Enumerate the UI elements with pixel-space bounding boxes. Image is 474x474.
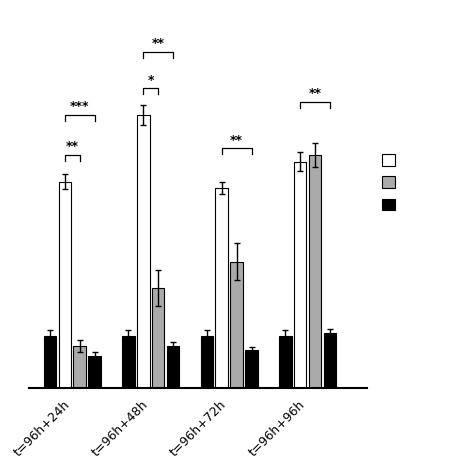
Text: **: ** bbox=[66, 140, 79, 153]
Bar bbox=[137, 115, 149, 388]
Bar bbox=[294, 162, 307, 388]
Bar bbox=[216, 188, 228, 388]
Bar bbox=[122, 337, 135, 388]
Legend: , , : , , bbox=[377, 148, 402, 218]
Bar bbox=[324, 333, 336, 388]
Bar bbox=[44, 337, 56, 388]
Bar bbox=[201, 337, 213, 388]
Text: **: ** bbox=[152, 37, 164, 50]
Text: ***: *** bbox=[70, 100, 90, 113]
Bar bbox=[152, 288, 164, 388]
Text: **: ** bbox=[230, 134, 243, 146]
Bar bbox=[73, 346, 86, 388]
Text: *: * bbox=[147, 73, 154, 87]
Bar bbox=[309, 155, 321, 388]
Bar bbox=[58, 182, 71, 388]
Bar bbox=[245, 350, 258, 388]
Text: **: ** bbox=[309, 87, 321, 100]
Bar bbox=[230, 262, 243, 388]
Bar bbox=[88, 356, 101, 388]
Bar bbox=[167, 346, 179, 388]
Bar bbox=[279, 337, 292, 388]
